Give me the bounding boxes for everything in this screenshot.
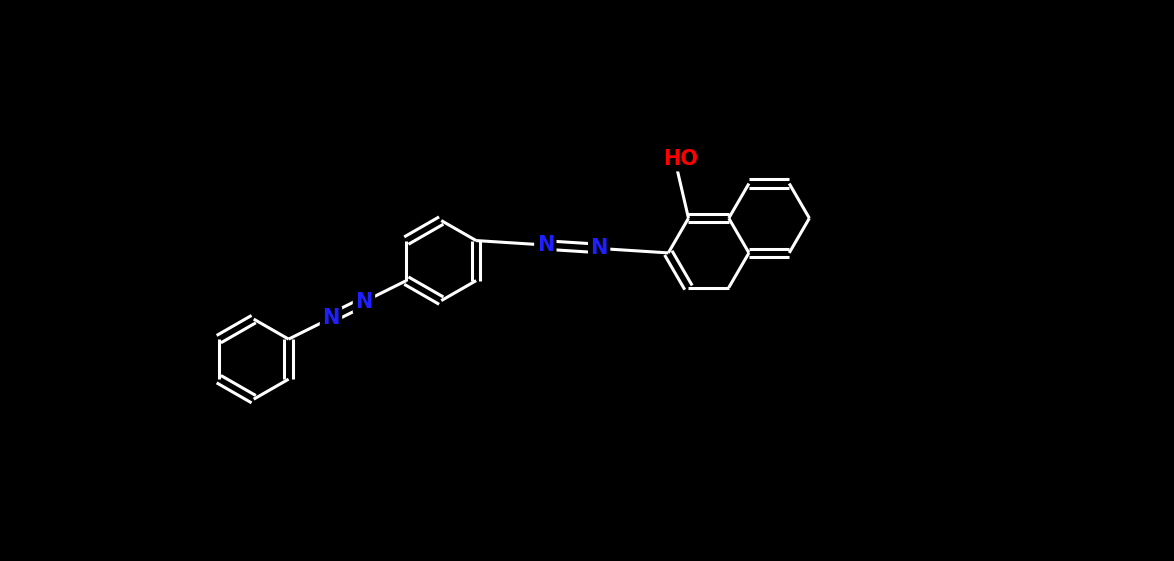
Text: N: N	[537, 235, 554, 255]
Text: N: N	[323, 308, 339, 328]
Text: HO: HO	[663, 149, 699, 169]
Text: N: N	[591, 238, 608, 259]
Text: N: N	[356, 292, 372, 312]
